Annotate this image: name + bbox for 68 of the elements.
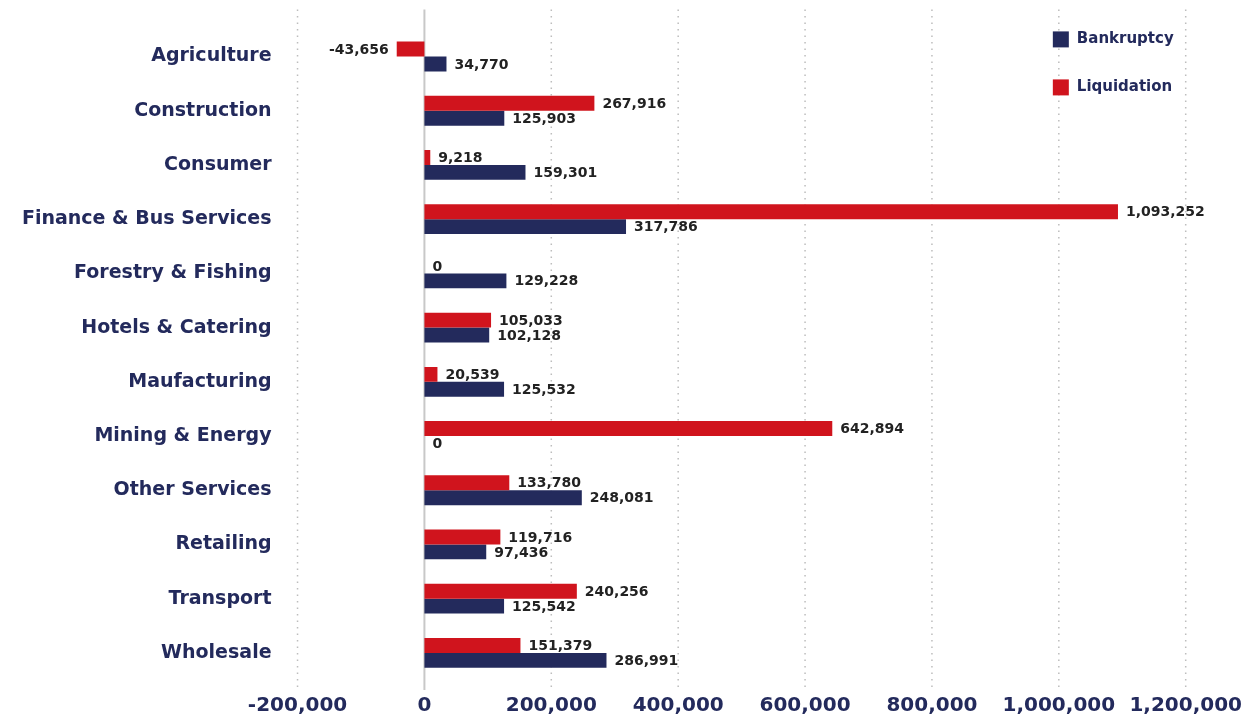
data-label: 0 bbox=[432, 257, 443, 274]
data-label: 317,786 bbox=[634, 218, 698, 235]
x-tick-label: 200,000 bbox=[505, 692, 597, 717]
y-tick-label: Wholesale bbox=[161, 639, 272, 662]
x-tick-label: 1,000,000 bbox=[1002, 692, 1116, 717]
x-tick-label: 600,000 bbox=[759, 692, 851, 717]
bar bbox=[424, 544, 487, 560]
y-tick-label: Maufacturing bbox=[128, 368, 272, 391]
x-tick-label: -200,000 bbox=[247, 692, 348, 717]
y-tick-label: Mining & Energy bbox=[94, 422, 273, 445]
bar bbox=[424, 366, 438, 382]
y-tick-label: Agriculture bbox=[151, 43, 272, 66]
y-tick-label: Forestry & Fishing bbox=[74, 260, 272, 283]
bar bbox=[424, 164, 526, 180]
data-label: 1,093,252 bbox=[1125, 203, 1205, 220]
bar bbox=[424, 421, 833, 437]
bar bbox=[424, 529, 501, 545]
bar bbox=[424, 312, 492, 328]
data-label: 125,532 bbox=[512, 380, 576, 397]
data-label: 267,916 bbox=[602, 94, 667, 111]
bar bbox=[424, 273, 507, 289]
bar bbox=[424, 583, 577, 599]
bar bbox=[424, 490, 582, 506]
data-label: 119,716 bbox=[508, 528, 573, 545]
data-label: 125,903 bbox=[512, 109, 577, 126]
bar bbox=[424, 381, 505, 397]
bar bbox=[396, 41, 425, 57]
y-tick-label: Transport bbox=[168, 585, 272, 608]
y-tick-label: Finance & Bus Services bbox=[22, 206, 272, 229]
x-tick-label: 1,200,000 bbox=[1129, 692, 1242, 717]
data-label: 151,379 bbox=[528, 637, 593, 654]
bar bbox=[424, 110, 505, 126]
data-label: 159,301 bbox=[533, 164, 598, 181]
x-tick-label: 800,000 bbox=[886, 692, 978, 717]
data-label: 642,894 bbox=[840, 420, 905, 437]
data-label: 248,081 bbox=[589, 489, 654, 506]
bar bbox=[424, 598, 505, 614]
bar bbox=[424, 95, 595, 111]
data-label: 129,228 bbox=[514, 272, 579, 289]
y-tick-label: Consumer bbox=[164, 151, 273, 174]
data-label: 286,991 bbox=[614, 651, 679, 668]
data-label: 34,770 bbox=[454, 55, 509, 72]
data-label: 97,436 bbox=[494, 543, 549, 560]
data-label: 240,256 bbox=[584, 582, 649, 599]
bar bbox=[424, 475, 510, 491]
bar bbox=[424, 652, 607, 668]
data-label: 9,218 bbox=[438, 149, 483, 166]
y-tick-label: Retailing bbox=[175, 531, 272, 554]
data-label: -43,656 bbox=[328, 40, 389, 57]
x-tick-label: 400,000 bbox=[632, 692, 724, 717]
bar bbox=[424, 219, 627, 235]
data-label: 102,128 bbox=[497, 326, 561, 343]
data-label: 105,033 bbox=[499, 311, 563, 328]
bar bbox=[424, 204, 1118, 220]
bar bbox=[424, 327, 490, 343]
legend-label: Bankruptcy bbox=[1076, 29, 1174, 48]
bar bbox=[424, 150, 431, 165]
data-label: 133,780 bbox=[517, 474, 582, 491]
data-label: 125,542 bbox=[512, 597, 576, 614]
x-tick-label: 0 bbox=[417, 692, 432, 717]
data-label: 0 bbox=[432, 435, 443, 452]
y-tick-label: Hotels & Catering bbox=[81, 314, 272, 337]
bar bbox=[424, 637, 521, 653]
data-label: 20,539 bbox=[445, 365, 500, 382]
bar bbox=[424, 56, 447, 72]
y-tick-label: Construction bbox=[134, 97, 272, 120]
legend-label: Liquidation bbox=[1076, 77, 1173, 96]
y-tick-label: Other Services bbox=[113, 477, 272, 500]
